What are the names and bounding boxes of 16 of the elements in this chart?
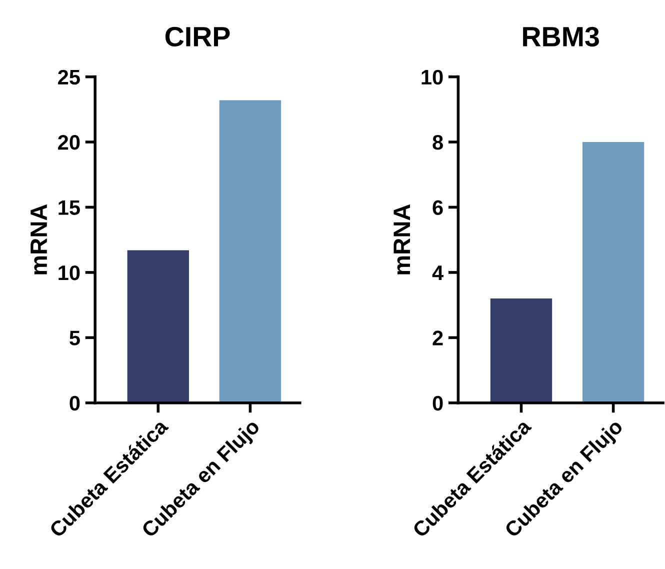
chart-title: CIRP [165,26,230,47]
y-tick-label: 15 [58,200,80,215]
y-tick-label: 4 [432,266,444,280]
y-tick-label: 0 [70,396,80,411]
y-tick-label: 6 [432,200,443,215]
y-axis-title: mRNA [394,204,410,274]
y-tick-label: 25 [58,70,80,85]
chart-title: RBM3 [523,26,599,47]
y-tick-label: 5 [70,330,80,346]
y-tick-label: 8 [432,135,443,150]
y-axis-title: mRNA [30,204,47,274]
y-tick-label: 10 [58,265,80,280]
y-tick-label: 0 [432,396,443,411]
y-tick-label: 20 [58,135,80,150]
y-tick-label: 10 [422,70,443,85]
y-tick-label: 2 [432,330,443,346]
